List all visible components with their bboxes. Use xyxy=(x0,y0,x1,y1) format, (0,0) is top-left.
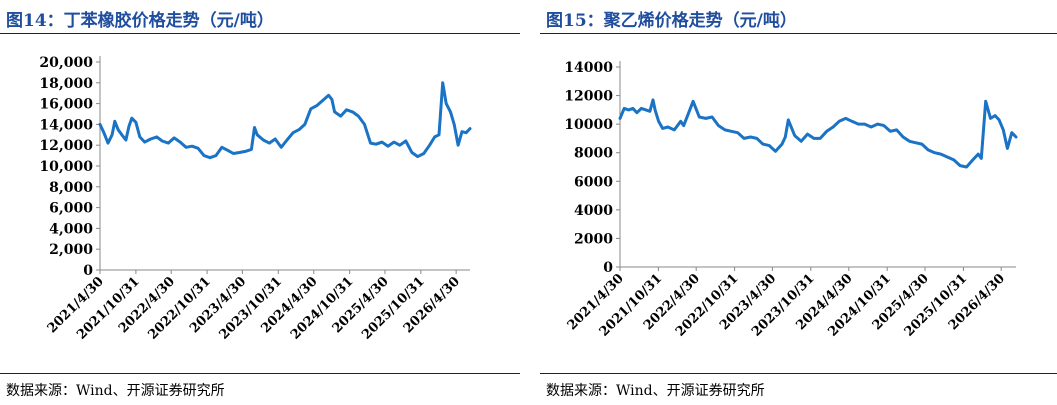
y-tick-label: 20,000 xyxy=(39,55,93,71)
source-rule xyxy=(0,373,520,374)
figure-15-panel: 图15：聚乙烯价格走势（元/吨） 0 2000 4000 6000 8000 10000 1… xyxy=(540,0,1057,405)
y-tick-label: 16,000 xyxy=(39,97,93,113)
y-tick-label: 0 xyxy=(83,263,93,279)
source-note: 数据来源：Wind、开源证券研究所 xyxy=(6,383,225,399)
figure-14-panel: 图14：丁苯橡胶价格走势（元/吨） 0 2,000 4,000 6,000 8,000 1… xyxy=(0,0,520,405)
y-tick-label: 6,000 xyxy=(49,201,93,217)
y-tick-label: 14000 xyxy=(564,60,613,76)
y-tick-label: 12,000 xyxy=(39,138,93,154)
title-rule xyxy=(540,33,1057,34)
y-tick-label: 12000 xyxy=(564,89,613,105)
y-tick-label: 4,000 xyxy=(49,221,93,237)
source-note: 数据来源：Wind、开源证券研究所 xyxy=(546,383,765,399)
y-tick-label: 2,000 xyxy=(49,242,93,258)
y-tick-label: 4000 xyxy=(574,203,613,219)
price-series-line xyxy=(98,81,472,160)
y-tick-label: 2000 xyxy=(574,231,613,247)
y-tick-label: 10,000 xyxy=(39,159,93,175)
y-tick-label: 18,000 xyxy=(39,76,93,92)
y-tick-label: 14,000 xyxy=(39,117,93,133)
y-tick-label: 8,000 xyxy=(49,180,93,196)
chart-svg: 0 2,000 4,000 6,000 8,000 10,000 12,000 14,000 1… xyxy=(39,55,472,343)
price-series-line xyxy=(618,98,1018,169)
y-tick-label: 8000 xyxy=(574,146,613,162)
chart-svg: 020004000600080001000012000140002021/4/3… xyxy=(564,60,1018,340)
y-tick-label: 10000 xyxy=(564,117,613,133)
figure-title: 图15：聚乙烯价格走势（元/吨） xyxy=(546,11,797,31)
y-tick-label: 6000 xyxy=(574,174,613,190)
source-rule xyxy=(540,373,1057,374)
figure-title: 图14：丁苯橡胶价格走势（元/吨） xyxy=(6,11,274,31)
y-tick-label: 0 xyxy=(603,260,613,276)
title-rule xyxy=(0,33,520,34)
